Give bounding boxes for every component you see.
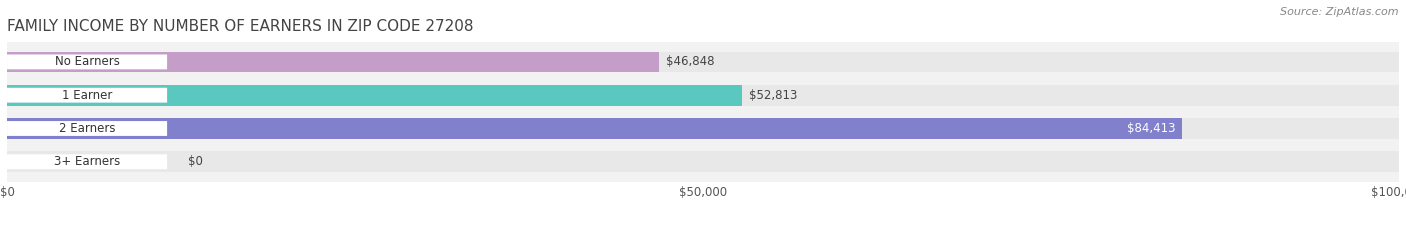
FancyBboxPatch shape bbox=[7, 121, 167, 136]
FancyBboxPatch shape bbox=[7, 154, 167, 169]
Text: $84,413: $84,413 bbox=[1126, 122, 1175, 135]
Text: 3+ Earners: 3+ Earners bbox=[53, 155, 120, 168]
Text: $0: $0 bbox=[188, 155, 202, 168]
Bar bbox=[7, 118, 1182, 139]
Bar bbox=[7, 118, 1399, 139]
Bar bbox=[7, 151, 1399, 172]
Text: FAMILY INCOME BY NUMBER OF EARNERS IN ZIP CODE 27208: FAMILY INCOME BY NUMBER OF EARNERS IN ZI… bbox=[7, 19, 474, 34]
Text: 1 Earner: 1 Earner bbox=[62, 89, 112, 102]
Bar bbox=[7, 85, 742, 106]
Text: Source: ZipAtlas.com: Source: ZipAtlas.com bbox=[1281, 7, 1399, 17]
Bar bbox=[7, 51, 659, 72]
FancyBboxPatch shape bbox=[7, 88, 167, 103]
FancyBboxPatch shape bbox=[7, 55, 167, 69]
Text: $46,848: $46,848 bbox=[666, 55, 714, 69]
Text: No Earners: No Earners bbox=[55, 55, 120, 69]
Text: 2 Earners: 2 Earners bbox=[59, 122, 115, 135]
Bar bbox=[7, 51, 1399, 72]
Text: $52,813: $52,813 bbox=[749, 89, 797, 102]
Bar bbox=[7, 85, 1399, 106]
